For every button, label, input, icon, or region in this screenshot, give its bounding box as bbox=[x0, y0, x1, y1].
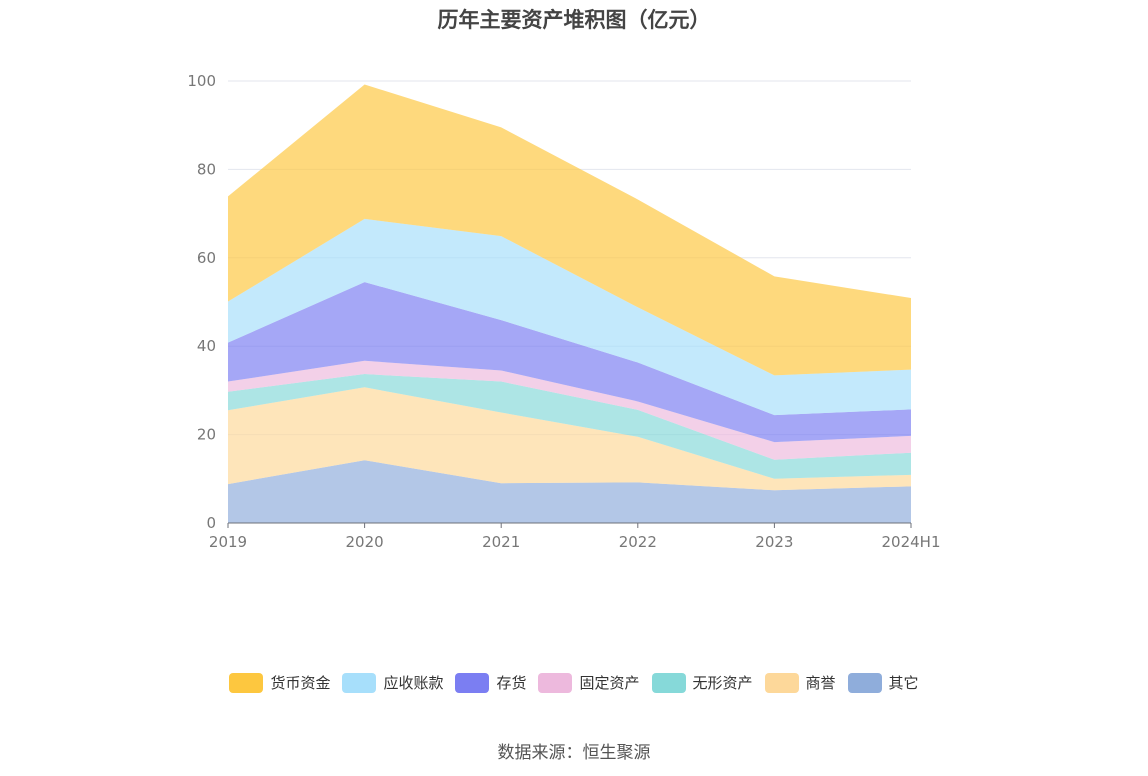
x-tick-label: 2022 bbox=[619, 533, 657, 551]
y-tick-label: 40 bbox=[197, 337, 216, 355]
chart-legend: 货币资金 应收账款 存货 固定资产 无形资产 商誉 其它 bbox=[0, 672, 1148, 693]
legend-label: 无形资产 bbox=[692, 674, 753, 692]
area-series-2 bbox=[228, 374, 911, 479]
legend-item[interactable]: 存货 bbox=[455, 672, 526, 693]
legend-label: 固定资产 bbox=[579, 674, 640, 692]
legend-label: 其它 bbox=[888, 674, 919, 692]
area-series-4 bbox=[228, 282, 911, 443]
x-tick-label: 2019 bbox=[209, 533, 247, 551]
y-tick-label: 80 bbox=[197, 160, 216, 178]
area-series-3 bbox=[228, 360, 911, 460]
legend-item[interactable]: 无形资产 bbox=[651, 672, 753, 693]
legend-item[interactable]: 其它 bbox=[847, 672, 919, 693]
chart-title: 历年主要资产堆积图（亿元） bbox=[437, 8, 711, 32]
legend-swatch bbox=[651, 672, 686, 693]
legend-label: 应收账款 bbox=[383, 674, 444, 692]
y-tick-label: 60 bbox=[197, 249, 216, 267]
legend-label: 货币资金 bbox=[270, 674, 331, 692]
legend-label: 存货 bbox=[496, 674, 527, 692]
legend-item[interactable]: 商誉 bbox=[764, 672, 836, 693]
area-series-5 bbox=[228, 218, 911, 416]
legend-item[interactable]: 货币资金 bbox=[229, 672, 330, 693]
area-series-1 bbox=[228, 387, 911, 491]
stacked-area-chart: 0 20 40 60 80 100 2019 2020 2021 2022 2023 2024H1 bbox=[187, 72, 941, 551]
x-tick-label: 2021 bbox=[482, 533, 520, 551]
x-tick-label: 2023 bbox=[755, 533, 793, 551]
legend-item[interactable]: 固定资产 bbox=[538, 672, 640, 693]
x-tick-label: 2024H1 bbox=[882, 533, 941, 551]
x-tick-label: 2020 bbox=[346, 533, 384, 551]
y-tick-label: 20 bbox=[197, 426, 216, 444]
legend-swatch bbox=[538, 672, 573, 693]
data-source: 数据来源：恒生聚源 bbox=[497, 743, 651, 763]
legend-swatch bbox=[764, 672, 799, 693]
legend-swatch bbox=[455, 672, 490, 693]
y-tick-label: 0 bbox=[206, 514, 216, 532]
legend-swatch bbox=[342, 672, 377, 693]
legend-label: 商誉 bbox=[805, 674, 836, 692]
legend-swatch bbox=[229, 672, 264, 693]
area-series-0 bbox=[228, 460, 911, 523]
legend-item[interactable]: 应收账款 bbox=[342, 672, 443, 693]
area-series-6 bbox=[228, 84, 911, 376]
legend-swatch bbox=[847, 672, 882, 693]
y-tick-label: 100 bbox=[187, 72, 216, 90]
